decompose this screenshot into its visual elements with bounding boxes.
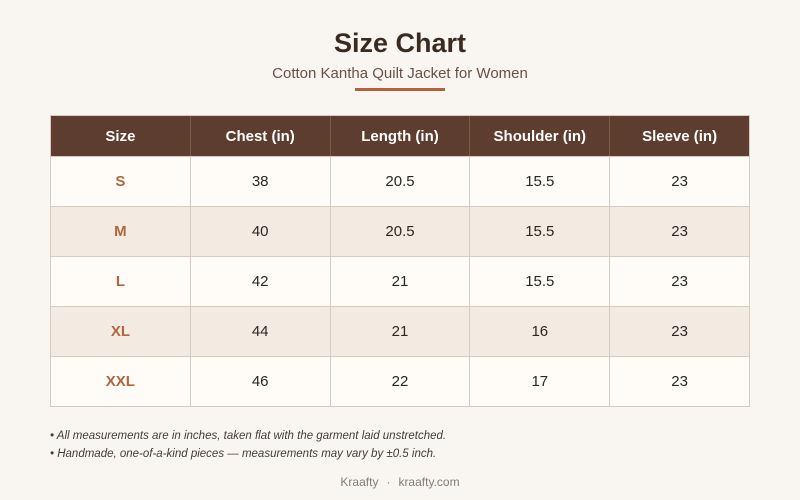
note: • Handmade, one-of-a-kind pieces — measu… [50, 448, 437, 460]
separator: · [386, 475, 391, 489]
measure-cell: 23 [609, 257, 749, 306]
measure-cell: 23 [609, 207, 749, 256]
measure-cell: 15.5 [469, 157, 609, 206]
size-cell: XXL [105, 373, 135, 390]
size-cell: S [115, 173, 126, 190]
footer: Kraafty · kraafty.com [0, 475, 800, 489]
measure-cell: 21 [329, 257, 470, 306]
column-header: Sleeve (in) [609, 116, 749, 156]
note: • All measurements are in inches, taken … [50, 430, 447, 442]
measure-cell: 44 [189, 307, 330, 356]
column-header: Length (in) [329, 116, 470, 156]
table-row: XL 44 21 16 23 [51, 306, 749, 356]
size-table: Size Chest (in) Length (in) Shoulder (in) Sl… [50, 115, 750, 407]
subtitle: Cotton Kantha Quilt Jacket for Women [272, 65, 528, 82]
brand[interactable]: Kraafty [340, 475, 379, 489]
title: Size Chart [333, 28, 467, 58]
measure-cell: 15.5 [469, 207, 609, 256]
measure-cell: 23 [609, 307, 749, 356]
table-row: S 38 20.5 15.5 23 [51, 156, 749, 206]
table-row: L 42 21 15.5 23 [51, 256, 749, 306]
measure-cell: 21 [329, 307, 470, 356]
column-header: Shoulder (in) [469, 116, 609, 156]
url[interactable]: kraafty.com [398, 475, 460, 489]
measure-cell: 20.5 [329, 157, 470, 206]
measure-cell: 38 [189, 157, 330, 206]
measure-cell: 17 [469, 357, 609, 406]
size-cell: XL [110, 323, 130, 340]
table-row: XXL 46 22 17 23 [51, 356, 749, 406]
measure-cell: 46 [189, 357, 330, 406]
measure-cell: 23 [609, 357, 749, 406]
column-header: Size [105, 127, 136, 145]
measure-cell: 40 [189, 207, 330, 256]
size-cell: L [115, 273, 125, 290]
accent-line [355, 88, 445, 91]
measure-cell: 22 [329, 357, 470, 406]
measure-cell: 20.5 [329, 207, 470, 256]
measure-cell: 23 [609, 157, 749, 206]
measure-cell: 16 [469, 307, 609, 356]
notes: • All measurements are in inches, taken … [50, 427, 446, 463]
size-cell: M [114, 223, 127, 240]
measure-cell: 15.5 [469, 257, 609, 306]
header-row: Size Chest (in) Length (in) Shoulder (in) Sl… [51, 116, 749, 156]
column-header: Chest (in) [189, 116, 330, 156]
table-row: M 40 20.5 15.5 23 [51, 206, 749, 256]
measure-cell: 42 [189, 257, 330, 306]
